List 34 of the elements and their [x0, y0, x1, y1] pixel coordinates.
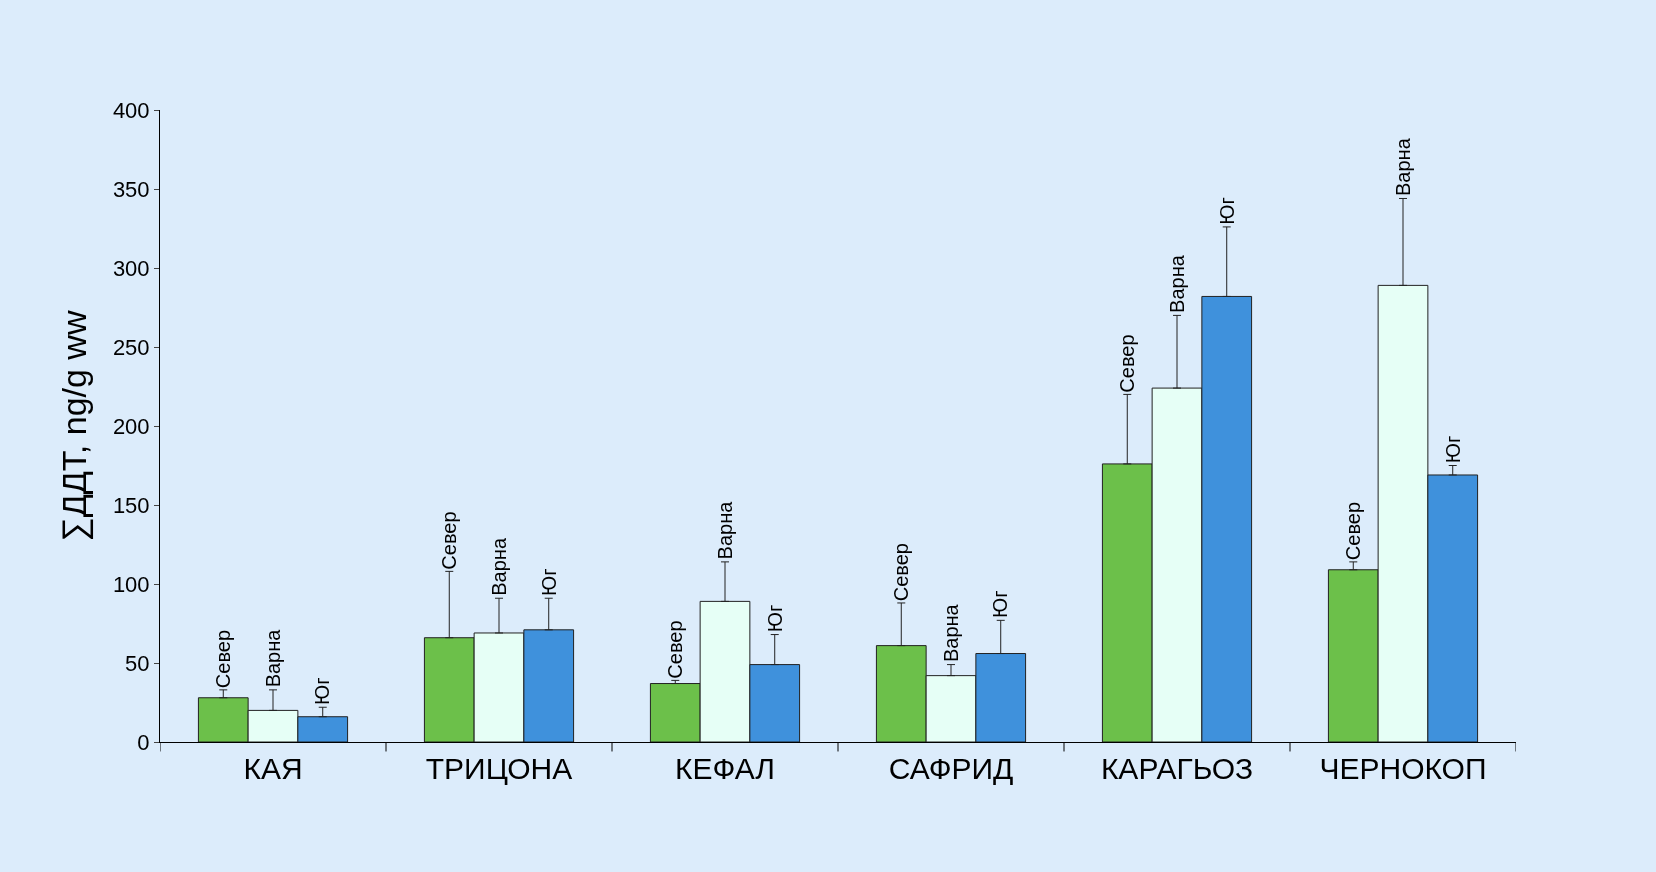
y-axis-title: ∑ДДТ, ng/g ww	[55, 310, 95, 542]
text: Юг	[989, 590, 1012, 619]
y-tick-label: 300	[112, 255, 150, 281]
text: Варна	[939, 603, 962, 663]
text: Север	[1115, 334, 1138, 393]
x-tick-label: ТРИЦОНА	[425, 752, 573, 785]
y-tick-label: 100	[112, 571, 150, 597]
text: Юг	[1442, 435, 1465, 464]
text: Север	[437, 511, 460, 570]
text: Юг	[1215, 197, 1238, 225]
x-tick-label: КАЯ	[243, 752, 303, 785]
text: Варна	[488, 537, 511, 596]
y-tick-label: 400	[112, 97, 150, 123]
x-tick-label: ЧЕРНОКОП	[1319, 752, 1487, 785]
text: Варна	[261, 629, 284, 688]
x-tick-label: САФРИД	[888, 752, 1014, 785]
text: Север	[212, 629, 235, 689]
y-tick-label: 250	[112, 334, 150, 360]
text: Варна	[1166, 255, 1189, 313]
x-tick-label: КЕФАЛ	[675, 752, 775, 785]
text: Юг	[764, 604, 787, 633]
y-tick-label: 50	[125, 650, 150, 676]
x-tick-label: КАРАГЬОЗ	[1100, 752, 1254, 785]
text: Варна	[1392, 138, 1415, 196]
text: Север	[890, 543, 913, 602]
y-tick-label: 150	[112, 492, 150, 518]
y-tick-label: 0	[137, 729, 150, 755]
text: Юг	[311, 677, 334, 705]
y-tick-label: 350	[112, 176, 150, 202]
y-tick-label: 200	[112, 413, 150, 439]
text: Север	[1342, 501, 1365, 561]
text: Север	[663, 620, 686, 679]
text: Юг	[537, 568, 560, 596]
text: Варна	[713, 501, 736, 560]
